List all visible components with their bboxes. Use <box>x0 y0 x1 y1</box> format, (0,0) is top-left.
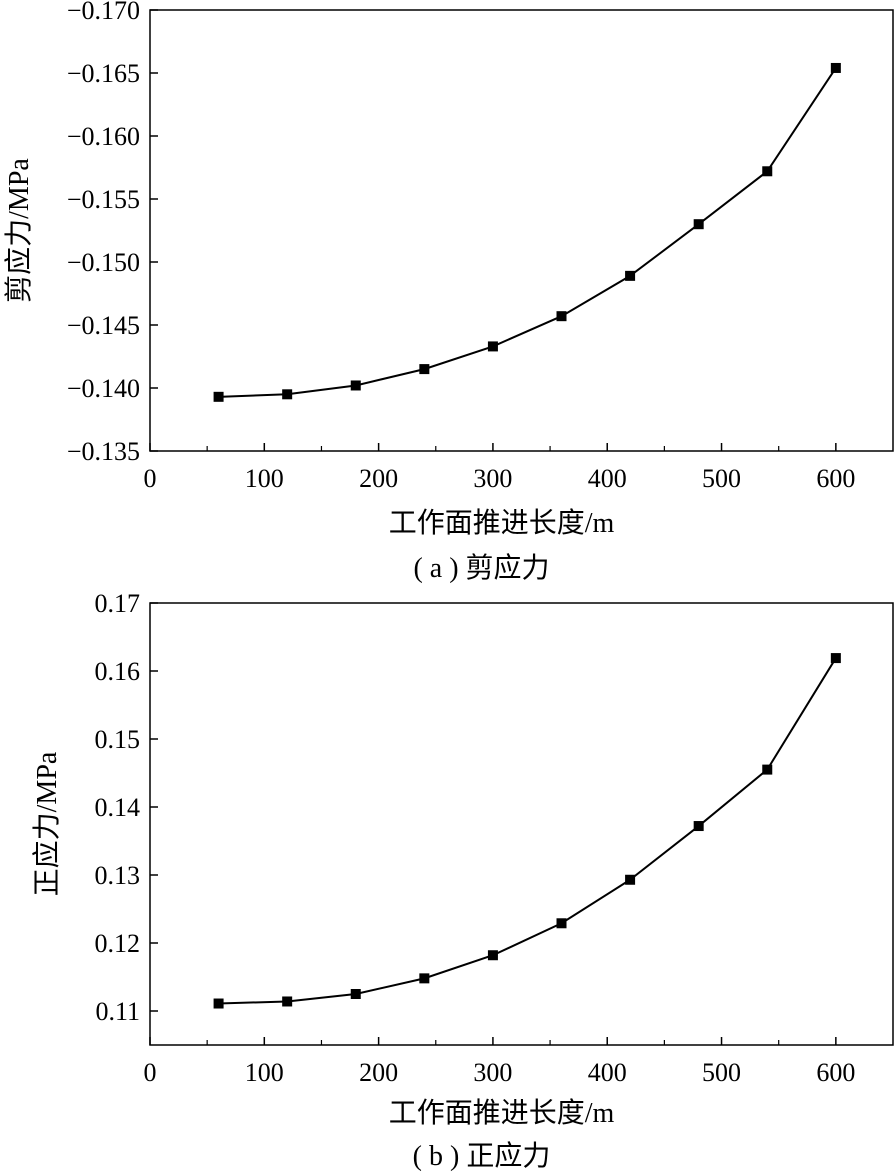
data-point <box>419 973 430 984</box>
y-tick-label: −0.150 <box>67 248 140 277</box>
x-tick-label: 600 <box>816 1058 855 1087</box>
data-point <box>350 989 361 999</box>
data-point <box>213 998 224 1009</box>
x-tick-label: 200 <box>359 1058 398 1087</box>
y-tick-label: 0.12 <box>95 929 141 958</box>
x-tick-label: 100 <box>245 1058 284 1087</box>
x-tick-label: 200 <box>359 464 398 493</box>
y-tick-label: −0.155 <box>67 185 140 214</box>
data-point <box>693 219 704 230</box>
data-point <box>556 311 567 322</box>
data-point <box>213 391 224 402</box>
y-tick-label: −0.160 <box>67 122 140 151</box>
x-tick-label: 0 <box>144 464 157 493</box>
y-tick-label: −0.140 <box>67 374 140 403</box>
x-tick-label: 100 <box>245 464 284 493</box>
data-point <box>625 874 636 885</box>
y-tick-label: −0.135 <box>67 437 140 466</box>
series-line <box>218 67 837 398</box>
x-tick-label: 300 <box>473 464 512 493</box>
x-tick-label: 0 <box>144 1058 157 1087</box>
plot-frame <box>149 602 894 1046</box>
data-point <box>350 380 361 391</box>
y-tick-label: −0.145 <box>67 311 140 340</box>
x-axis-title: 工作面推进长度/m <box>389 1097 615 1129</box>
y-tick-label: 0.15 <box>95 725 141 754</box>
y-axis-title: 剪应力/MPa <box>3 158 35 303</box>
y-tick-label: 0.16 <box>95 657 141 686</box>
data-point <box>762 764 773 775</box>
y-tick-label: 0.14 <box>95 793 141 822</box>
data-point <box>556 918 567 929</box>
series-line <box>218 657 837 1005</box>
y-tick-label: −0.165 <box>67 59 140 88</box>
plot-frame <box>149 9 894 452</box>
y-tick-label: 0.13 <box>95 861 141 890</box>
x-tick-label: 600 <box>816 464 855 493</box>
chart-shear-stress: 0 100 200 300 400 500 600 −0.135 −0.140 −0.145 −0.… <box>3 0 894 584</box>
x-tick-label: 300 <box>473 1058 512 1087</box>
figure-caption: ( b ) 正应力 <box>413 1140 551 1172</box>
data-point <box>419 364 430 375</box>
y-axis-title: 正应力/MPa <box>31 751 63 896</box>
x-tick-label: 500 <box>702 464 741 493</box>
y-tick-label: −0.170 <box>67 0 140 25</box>
data-point <box>282 389 293 400</box>
data-point <box>625 270 636 281</box>
data-point <box>693 821 704 832</box>
data-point <box>487 341 498 352</box>
x-tick-label: 400 <box>588 1058 627 1087</box>
y-tick-label: 0.17 <box>95 589 141 618</box>
x-axis-title: 工作面推进长度/m <box>389 507 615 539</box>
chart-normal-stress: 0 100 200 300 400 500 600 0.11 0.12 0.13 0.14 0.15 0… <box>31 589 894 1172</box>
y-tick-label: 0.11 <box>95 997 140 1026</box>
x-tick-label: 500 <box>702 1058 741 1087</box>
data-point <box>487 950 498 961</box>
x-tick-label: 400 <box>588 464 627 493</box>
data-point <box>762 166 773 177</box>
data-point <box>282 996 293 1007</box>
data-point <box>830 653 841 664</box>
figure-caption: ( a ) 剪应力 <box>413 552 549 584</box>
data-point <box>830 62 841 73</box>
